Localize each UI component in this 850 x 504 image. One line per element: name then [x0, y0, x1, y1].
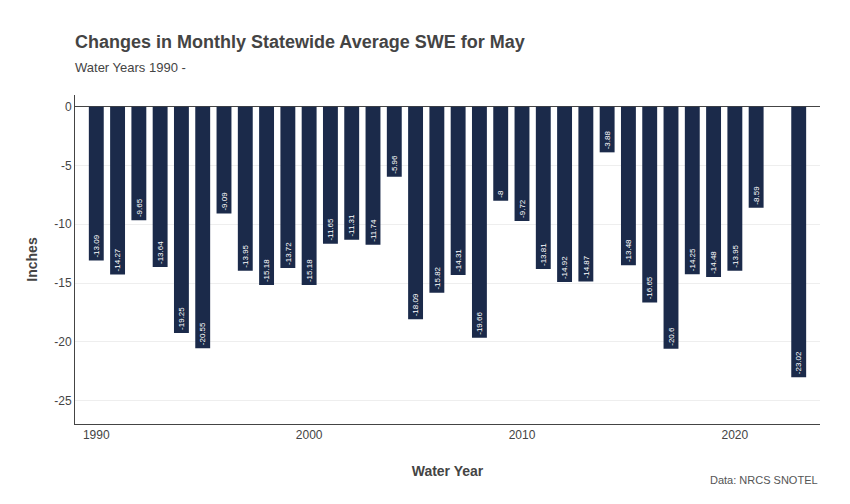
svg-text:2010: 2010	[509, 428, 536, 442]
svg-text:2020: 2020	[722, 428, 749, 442]
svg-text:-14.87: -14.87	[582, 255, 591, 278]
svg-text:-13.72: -13.72	[284, 242, 293, 265]
svg-text:-9.09: -9.09	[220, 192, 229, 211]
svg-text:-16.65: -16.65	[645, 276, 654, 299]
svg-text:-14.92: -14.92	[560, 256, 569, 279]
svg-text:-15.82: -15.82	[433, 266, 442, 289]
svg-text:-23.02: -23.02	[794, 351, 803, 374]
svg-text:-9.72: -9.72	[518, 199, 527, 218]
svg-text:Inches: Inches	[24, 237, 40, 282]
svg-text:-13.48: -13.48	[624, 239, 633, 262]
svg-text:-13.95: -13.95	[731, 244, 740, 267]
svg-text:-9.65: -9.65	[135, 198, 144, 217]
svg-text:Data: NRCS SNOTEL: Data: NRCS SNOTEL	[710, 474, 818, 486]
svg-text:-11.74: -11.74	[369, 219, 378, 242]
svg-text:-19.25: -19.25	[177, 307, 186, 330]
svg-text:2000: 2000	[296, 428, 323, 442]
svg-text:-14.48: -14.48	[709, 251, 718, 274]
svg-text:1990: 1990	[83, 428, 110, 442]
svg-text:-20.55: -20.55	[198, 322, 207, 345]
svg-text:-13.09: -13.09	[92, 234, 101, 257]
svg-text:-11.65: -11.65	[326, 218, 335, 241]
svg-text:-14.25: -14.25	[688, 248, 697, 271]
svg-text:-5: -5	[61, 159, 72, 173]
svg-text:-13.81: -13.81	[539, 243, 548, 266]
svg-text:-15.18: -15.18	[262, 259, 271, 282]
svg-text:-18.09: -18.09	[411, 293, 420, 316]
svg-text:-13.95: -13.95	[241, 244, 250, 267]
svg-text:-5.96: -5.96	[390, 155, 399, 174]
svg-text:-3.88: -3.88	[603, 131, 612, 150]
svg-text:Water Year: Water Year	[412, 463, 484, 479]
svg-text:-13.64: -13.64	[156, 241, 165, 264]
svg-text:-19.66: -19.66	[475, 312, 484, 335]
svg-text:-15: -15	[54, 276, 72, 290]
svg-text:-11.31: -11.31	[347, 214, 356, 237]
svg-text:Changes in Monthly Statewide A: Changes in Monthly Statewide Average SWE…	[75, 32, 525, 52]
svg-text:-14.31: -14.31	[454, 249, 463, 272]
svg-text:Water Years 1990 -: Water Years 1990 -	[75, 60, 186, 75]
svg-text:-8.59: -8.59	[752, 186, 761, 205]
svg-text:-25: -25	[54, 394, 72, 408]
svg-text:0: 0	[65, 100, 72, 114]
svg-text:-8: -8	[496, 190, 505, 198]
svg-text:-14.27: -14.27	[113, 248, 122, 271]
svg-text:-15.18: -15.18	[305, 259, 314, 282]
svg-text:-10: -10	[54, 217, 72, 231]
svg-text:-20.6: -20.6	[667, 327, 676, 346]
svg-text:-20: -20	[54, 335, 72, 349]
